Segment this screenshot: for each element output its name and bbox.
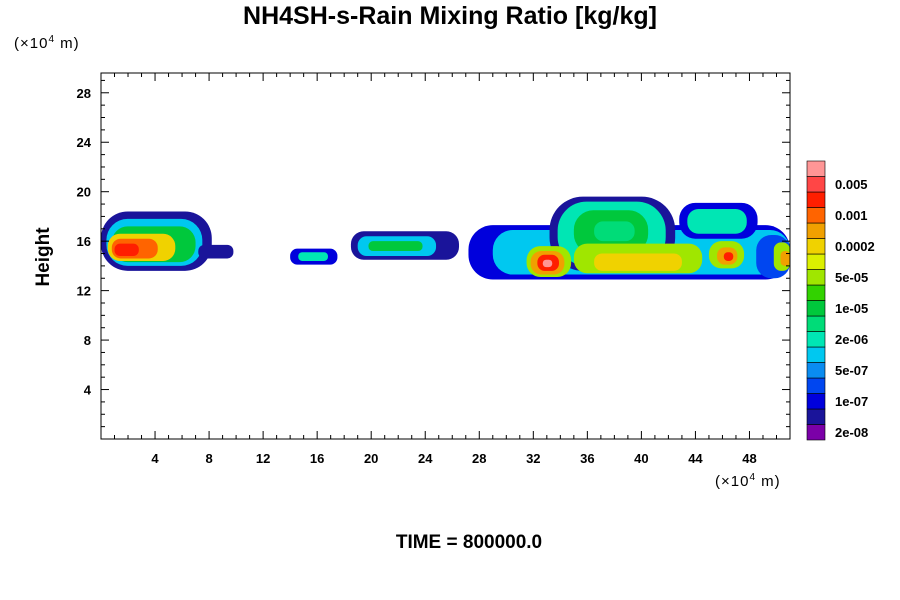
- plot-frame: [100, 72, 791, 440]
- x-tick-label: 16: [310, 451, 324, 466]
- colorbar-swatch: [806, 284, 826, 301]
- x-tick-label: 48: [742, 451, 756, 466]
- y-tick-label: 12: [77, 284, 91, 299]
- field-patch: [198, 244, 234, 259]
- y-tick-label: 20: [77, 185, 91, 200]
- colorbar-swatch: [806, 238, 826, 255]
- colorbar-swatch: [806, 160, 826, 177]
- colorbar-swatch: [806, 176, 826, 193]
- colorbar-swatch: [806, 362, 826, 379]
- field-patch: [594, 221, 635, 242]
- x-tick-label: 12: [256, 451, 270, 466]
- y-tick-label: 24: [77, 135, 92, 150]
- colorbar-label: 1e-05: [835, 301, 868, 316]
- colorbar-swatch: [806, 253, 826, 270]
- data-field: [101, 196, 790, 280]
- colorbar-swatch: [806, 346, 826, 363]
- x-tick-label: 4: [151, 451, 159, 466]
- field-patch: [687, 209, 747, 234]
- colorbar-swatch: [806, 377, 826, 394]
- colorbar-label: 2e-06: [835, 332, 868, 347]
- x-tick-label: 32: [526, 451, 540, 466]
- field-patch: [542, 259, 553, 268]
- y-tick-label: 16: [77, 234, 91, 249]
- colorbar-swatch: [806, 191, 826, 208]
- colorbar-swatch: [806, 222, 826, 239]
- colorbar-swatch: [806, 331, 826, 348]
- y-tick-label: 8: [84, 333, 91, 348]
- chart-title: NH4SH-s-Rain Mixing Ratio [kg/kg]: [243, 2, 657, 30]
- y-tick-label: 4: [84, 383, 92, 398]
- y-axis-unit: (×104 m): [14, 34, 80, 52]
- colorbar-swatch: [806, 424, 826, 441]
- colorbar-label: 0.001: [835, 208, 868, 223]
- colorbar-label: 1e-07: [835, 394, 868, 409]
- colorbar-swatch: [806, 408, 826, 425]
- field-patch: [298, 252, 328, 261]
- time-label: TIME = 800000.0: [395, 532, 543, 553]
- colorbar-label: 2e-08: [835, 425, 868, 440]
- x-tick-label: 8: [205, 451, 212, 466]
- colorbar-swatch: [806, 315, 826, 332]
- colorbar-swatch: [806, 269, 826, 286]
- colorbar-label: 5e-05: [835, 270, 868, 285]
- colorbar-swatch: [806, 393, 826, 410]
- x-tick-label: 24: [418, 451, 433, 466]
- x-tick-label: 40: [634, 451, 648, 466]
- field-patch: [723, 252, 734, 261]
- x-tick-label: 44: [688, 451, 703, 466]
- y-tick-label: 28: [77, 86, 91, 101]
- field-patch: [368, 241, 423, 252]
- x-axis-unit: (×104 m): [715, 472, 781, 490]
- colorbar-label: 5e-07: [835, 363, 868, 378]
- x-tick-label: 36: [580, 451, 594, 466]
- field-patch: [114, 243, 139, 256]
- x-tick-label: 20: [364, 451, 378, 466]
- colorbar-swatch: [806, 207, 826, 224]
- x-tick-label: 28: [472, 451, 486, 466]
- colorbar-label: 0.005: [835, 177, 868, 192]
- colorbar-label: 0.0002: [835, 239, 875, 254]
- colorbar: 2e-08 1e-07 5e-07 2e-06 1e-05 5e-05 0.0002 0.00…: [806, 160, 875, 441]
- colorbar-swatch: [806, 300, 826, 317]
- field-patch: [780, 251, 790, 266]
- field-patch: [594, 253, 682, 271]
